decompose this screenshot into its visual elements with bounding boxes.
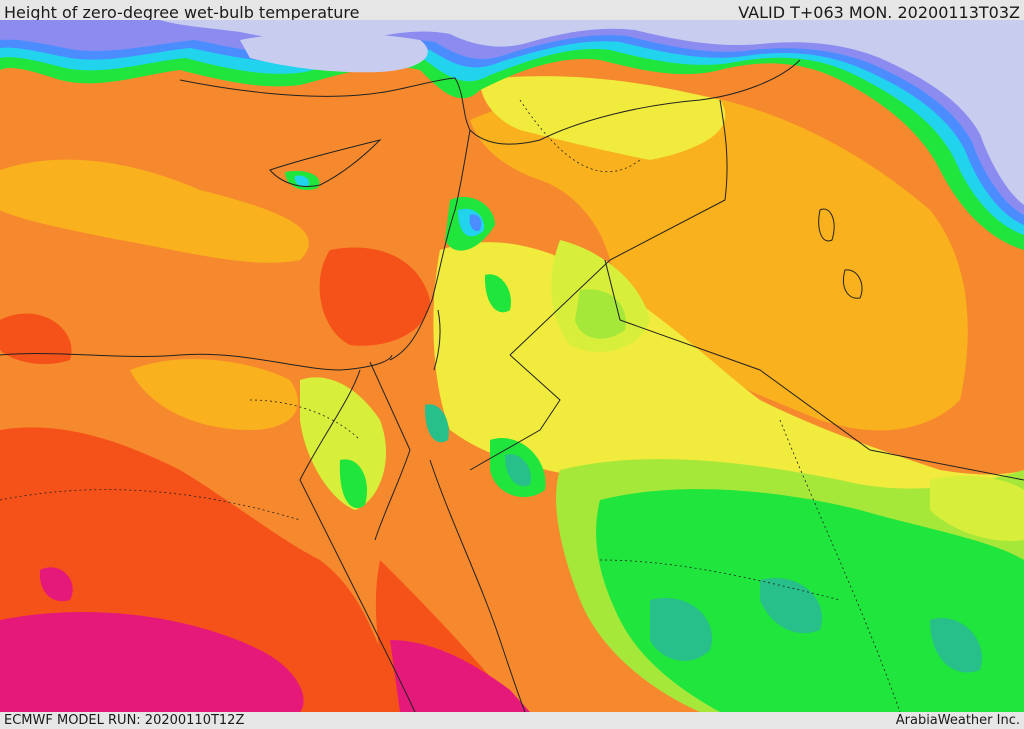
field-teal-arabia-1 xyxy=(650,598,712,661)
header-bar: Height of zero-degree wet-bulb temperatu… xyxy=(0,0,1024,22)
field-teal-arabia-3 xyxy=(930,618,982,673)
border-iraq-saudi xyxy=(619,319,1024,481)
field-teal-negev xyxy=(424,404,449,443)
field-teal-arabia-2 xyxy=(760,578,822,634)
field-red-orange-west xyxy=(0,313,72,365)
field-magenta-south xyxy=(0,611,304,712)
dotted-boundary-4 xyxy=(599,559,841,601)
dotted-boundary-3 xyxy=(779,419,901,712)
credit-label: ArabiaWeather Inc. xyxy=(895,713,1020,728)
border-syria-iraq xyxy=(509,99,728,356)
dotted-boundary-2 xyxy=(519,99,641,173)
field-green-turkey xyxy=(0,20,1024,250)
border-egypt-israel xyxy=(369,361,411,451)
field-yellow-syria xyxy=(480,76,726,160)
coastline-egypt xyxy=(0,353,393,371)
field-lavender-sea xyxy=(240,32,428,73)
map-title: Height of zero-degree wet-bulb temperatu… xyxy=(4,3,360,22)
dotted-boundary-1 xyxy=(0,489,301,521)
coastlines xyxy=(0,59,863,712)
field-magenta-sudan xyxy=(390,640,530,712)
dotted-boundary-5 xyxy=(249,399,361,441)
coastline-sinai-gulf-suez xyxy=(299,369,416,712)
field-red-orange-north xyxy=(319,247,430,346)
border-jordan-iraq xyxy=(604,259,621,321)
coastline-lake-2 xyxy=(843,269,863,299)
field-light-orange-med xyxy=(0,159,309,263)
valid-time: VALID T+063 MON. 20200113T03Z xyxy=(738,3,1020,22)
borders xyxy=(369,99,1024,481)
field-cyan-cyprus xyxy=(294,175,310,187)
border-jordan-saudi xyxy=(469,354,561,471)
field-magenta-west xyxy=(39,567,73,602)
footer-bar: ECMWF MODEL RUN: 20200110T12Z ArabiaWeat… xyxy=(0,712,1024,729)
coastline-cyprus xyxy=(269,139,382,187)
coastline-lake-1 xyxy=(818,208,835,242)
field-green-sinai xyxy=(339,459,368,508)
coastline-gulf-aqaba xyxy=(374,449,411,541)
field-teal-jordan xyxy=(505,454,531,487)
field-light-green-jordan xyxy=(575,289,626,339)
field-yellow-green-arabia xyxy=(930,475,1024,541)
coastline-red-sea-east xyxy=(429,459,526,712)
field-light-orange-levant xyxy=(470,88,968,431)
field-blue-lebanon xyxy=(469,214,482,232)
coastline-dead-sea xyxy=(433,309,441,371)
wet-bulb-map xyxy=(0,20,1024,712)
field-lavender-turkey xyxy=(160,20,1024,205)
field-green-golan xyxy=(484,274,511,313)
dotted-boundaries xyxy=(0,99,901,712)
model-run-label: ECMWF MODEL RUN: 20200110T12Z xyxy=(4,713,245,728)
field-light-orange-egypt-coast xyxy=(130,359,298,430)
coastline-levant xyxy=(389,129,471,361)
